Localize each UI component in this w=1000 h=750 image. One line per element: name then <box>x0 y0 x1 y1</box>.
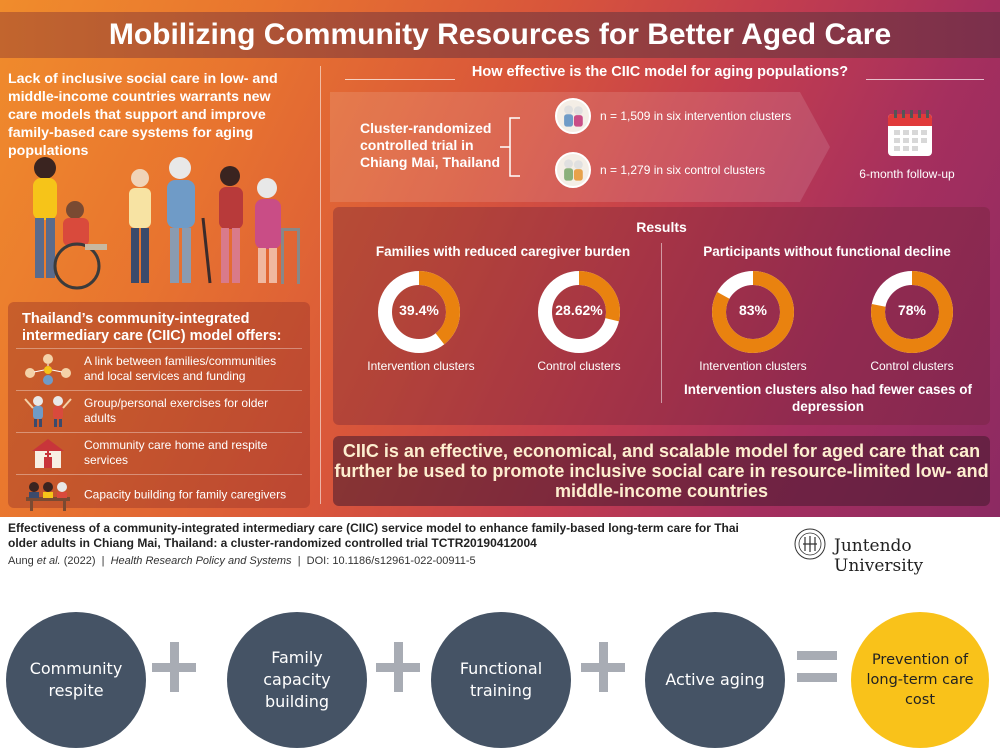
model-box-title: Thailand’s community-integrated intermed… <box>22 311 282 344</box>
offer-text: Community care home and respite services <box>84 437 268 467</box>
results-divider <box>661 243 662 403</box>
citation-et-al: et al. <box>36 555 61 567</box>
equation-term-label: Family capacity building <box>263 648 331 711</box>
donut-chart: 78% <box>869 269 955 355</box>
donut-value: 39.4% <box>399 302 439 318</box>
intervention-arm: n = 1,509 in six intervention clusters <box>555 98 815 138</box>
calendar-icon <box>888 110 932 156</box>
equation-term-community-respite: Community respite <box>6 612 146 748</box>
equation-result: Prevention of long-term care cost <box>851 612 989 748</box>
offer-item: Community care home and respite services <box>16 432 302 472</box>
functional-decline-heading: Participants without functional decline <box>703 244 951 259</box>
equation-term-active-aging: Active aging <box>645 612 785 748</box>
training-icon <box>26 482 70 511</box>
trial-arrow-band <box>330 92 830 202</box>
offer-text: A link between families/communities and … <box>84 353 277 383</box>
donut-label: Control clusters <box>537 359 621 373</box>
exercise-icon <box>24 396 72 427</box>
equation-term-label: Active aging <box>665 670 765 689</box>
intervention-arm-text: n = 1,509 in six intervention clusters <box>600 109 792 123</box>
conclusion-banner: CIIC is an effective, economical, and sc… <box>333 436 990 506</box>
offer-item: Group/personal exercises for older adult… <box>16 390 302 430</box>
followup-label: 6-month follow-up <box>859 167 955 181</box>
plus-sign-icon <box>152 642 196 692</box>
citation-separator: | <box>297 555 301 567</box>
equation-term-label: Community respite <box>29 659 123 700</box>
citation-meta: Aung et al. (2022) | Health Research Pol… <box>8 555 768 567</box>
section-divider <box>320 66 321 504</box>
caregivers-illustration <box>33 157 300 290</box>
citation-doi: DOI: 10.1186/s12961-022-00911-5 <box>306 555 476 567</box>
donut-arc <box>712 271 794 353</box>
donut-label: Intervention clusters <box>699 359 807 373</box>
offer-item: Capacity building for family caregivers <box>16 474 302 514</box>
results-panel: Results Families with reduced caregiver … <box>333 207 990 425</box>
question-rule-right <box>866 79 984 80</box>
results-title: Results <box>636 219 687 235</box>
control-arm-text: n = 1,279 in six control clusters <box>600 163 766 177</box>
donut-label: Intervention clusters <box>367 359 475 373</box>
community-network-icon <box>25 354 71 385</box>
intro-text: Lack of inclusive social care in low- an… <box>8 71 278 159</box>
control-arm: n = 1,279 in six control clusters <box>555 152 815 192</box>
question-rule-left <box>345 79 455 80</box>
equation-term-family-capacity-building: Family capacity building <box>227 612 367 748</box>
equation-term-label: Functional training <box>459 659 543 700</box>
caregiver-burden-heading: Families with reduced caregiver burden <box>375 244 631 259</box>
institution-name: Juntendo University <box>834 536 924 576</box>
institution-logo: Juntendo University <box>794 528 994 576</box>
infographic-title: Mobilizing Community Resources for Bette… <box>0 12 1000 58</box>
donut-chart: 39.4% <box>376 269 462 355</box>
equation-term-functional-training: Functional training <box>431 612 571 748</box>
donut-arc <box>538 271 620 353</box>
donut-label: Control clusters <box>870 359 954 373</box>
offer-text: Capacity building for family caregivers <box>84 487 287 501</box>
donut-arc <box>871 271 953 353</box>
offer-item: A link between families/communities and … <box>16 348 302 388</box>
equation-result-label: Prevention of long-term care cost <box>866 652 974 708</box>
citation-block: Effectiveness of a community-integrated … <box>8 521 768 567</box>
older-couple-icon <box>555 98 591 134</box>
older-couple-icon <box>555 152 591 188</box>
care-home-icon <box>32 439 64 468</box>
donut-value: 83% <box>738 302 768 318</box>
donut-value: 28.62% <box>555 302 603 318</box>
trial-label: Cluster-randomized controlled trial in C… <box>360 120 501 170</box>
citation-journal: Health Research Policy and Systems <box>110 555 292 567</box>
offer-text: Group/personal exercises for older adult… <box>84 395 269 425</box>
study-question: How effective is the CIIC model for agin… <box>471 64 849 80</box>
donut-arc <box>378 271 460 353</box>
plus-sign-icon <box>581 642 625 692</box>
citation-year: (2022) <box>63 555 96 567</box>
depression-note: Intervention clusters also had fewer cas… <box>683 382 973 414</box>
equals-sign-icon <box>797 651 837 685</box>
paper-title: Effectiveness of a community-integrated … <box>8 521 739 550</box>
university-seal-icon <box>794 528 826 560</box>
plus-sign-icon <box>376 642 420 692</box>
citation-authors: Aung <box>8 555 34 567</box>
citation-separator: | <box>101 555 105 567</box>
infographic-panel: Mobilizing Community Resources for Bette… <box>0 0 1000 517</box>
donut-value: 78% <box>897 302 927 318</box>
donut-chart: 28.62% <box>536 269 622 355</box>
donut-chart: 83% <box>710 269 796 355</box>
ciic-model-box: Thailand’s community-integrated intermed… <box>8 302 310 511</box>
